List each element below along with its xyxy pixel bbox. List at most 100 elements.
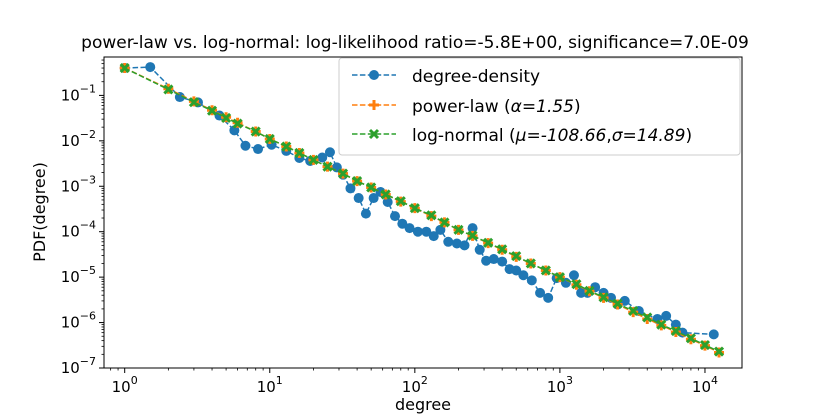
data-point-degree-density (443, 236, 454, 247)
y-tick-label: 10−5 (61, 264, 96, 286)
data-point-degree-density (511, 265, 522, 276)
data-point-log-normal (699, 339, 711, 351)
x-tick-exponent: 1 (276, 374, 283, 387)
data-point-degree-density (481, 255, 492, 266)
legend-param-separator: , (606, 126, 611, 146)
data-point-log-normal (322, 161, 333, 172)
data-point-degree-density (390, 211, 401, 222)
data-point-degree-density (397, 218, 408, 229)
data-point-log-normal (206, 105, 218, 116)
legend-marker-power-law (352, 100, 396, 110)
data-point-log-normal (163, 84, 174, 95)
data-point-log-normal (409, 203, 420, 214)
legend-label-log-normal: log-normal (μ=-108.66,σ=14.89) (412, 126, 692, 146)
legend-label-log-normal-prefix: log-normal ( (412, 126, 516, 146)
data-point-degree-density (229, 125, 240, 136)
data-point-degree-density (543, 292, 554, 303)
data-point-degree-density (518, 270, 529, 281)
data-point-degree-density (428, 231, 439, 242)
data-point-log-normal (612, 298, 623, 309)
x-tick-exponent: 0 (131, 374, 138, 387)
x-tick-exponent: 3 (566, 374, 573, 387)
legend-param-alpha: α=1.55 (511, 97, 574, 117)
data-point-degree-density (345, 183, 356, 194)
x-tick-base: 10 (402, 378, 421, 396)
x-tick-exponent: 2 (421, 374, 428, 387)
data-point-log-normal (352, 176, 363, 187)
data-point-log-normal (281, 141, 292, 152)
data-point-degree-density (360, 208, 371, 219)
legend-point-log-normal (368, 128, 380, 140)
data-point-degree-density (253, 144, 264, 155)
legend-param-sigma: σ=14.89 (612, 126, 686, 146)
y-tick-base: 10 (61, 359, 80, 377)
series-line-log-normal (124, 67, 720, 353)
series-log-normal (119, 62, 725, 357)
data-point-degree-density (568, 270, 579, 281)
y-tick-label: 10−2 (61, 128, 96, 150)
data-point-degree-density (467, 223, 478, 234)
data-point-log-normal (221, 112, 232, 123)
x-tick-base: 10 (257, 378, 276, 396)
data-point-log-normal (395, 196, 406, 207)
y-axis: 10−110−210−310−410−510−610−7 (61, 59, 104, 377)
x-tick-base: 10 (112, 378, 131, 396)
y-tick-base: 10 (61, 177, 80, 195)
data-point-log-normal (337, 168, 349, 179)
data-point-degree-density (421, 226, 432, 237)
data-point-degree-density (497, 256, 508, 267)
data-point-degree-density (526, 275, 537, 286)
data-point-degree-density (368, 193, 379, 204)
y-tick-base: 10 (61, 132, 80, 150)
chart-title: power-law vs. log-normal: log-likelihood… (81, 33, 749, 53)
data-point-log-normal (467, 230, 478, 241)
y-tick-exponent: −7 (80, 355, 96, 368)
data-point-degree-density (324, 147, 335, 158)
data-point-log-normal (628, 305, 639, 317)
x-tick-label: 103 (547, 374, 573, 396)
x-tick-label: 101 (257, 374, 283, 396)
data-point-log-normal (642, 312, 653, 323)
data-point-log-normal (670, 326, 681, 337)
data-point-degree-density (353, 193, 364, 204)
y-tick-label: 10−7 (61, 355, 96, 377)
y-tick-label: 10−1 (61, 82, 96, 104)
legend-box (338, 57, 741, 156)
x-tick-label: 104 (692, 374, 718, 396)
data-point-degree-density (435, 224, 446, 235)
data-point-log-normal (554, 272, 565, 283)
data-point-degree-density (404, 223, 415, 234)
data-point-degree-density (535, 287, 546, 298)
data-point-log-normal (540, 265, 551, 276)
data-point-log-normal (366, 182, 377, 193)
legend-point-degree-density (369, 70, 379, 80)
x-tick-label: 102 (402, 374, 428, 396)
data-point-degree-density (708, 329, 719, 340)
data-point-log-normal (188, 97, 199, 108)
legend-entry-degree-density: degree-density (352, 67, 540, 87)
data-point-degree-density (474, 244, 485, 255)
data-point-log-normal (250, 126, 261, 137)
data-point-log-normal (232, 118, 243, 129)
legend-param-mu: μ=-108.66 (515, 126, 607, 146)
data-point-log-normal (656, 319, 667, 330)
legend-entry-power-law: power-law (α=1.55) (352, 97, 581, 117)
data-point-degree-density (488, 254, 499, 265)
y-tick-exponent: −6 (80, 310, 96, 323)
data-point-log-normal (453, 224, 464, 235)
data-point-log-normal (439, 217, 450, 228)
legend-marker-degree-density (352, 70, 396, 80)
legend-point-power-law (369, 100, 379, 110)
legend-label-power-law-suffix: ) (574, 97, 581, 117)
data-point-log-normal (380, 189, 391, 200)
data-point-log-normal (571, 279, 582, 290)
legend-label-power-law-prefix: power-law ( (412, 97, 511, 117)
y-tick-base: 10 (61, 86, 80, 104)
data-point-log-normal (584, 285, 595, 296)
data-point-degree-density (240, 140, 251, 151)
y-tick-exponent: −3 (80, 173, 96, 186)
x-tick-base: 10 (547, 378, 566, 396)
y-tick-exponent: −1 (80, 82, 96, 95)
data-point-log-normal (483, 237, 494, 248)
